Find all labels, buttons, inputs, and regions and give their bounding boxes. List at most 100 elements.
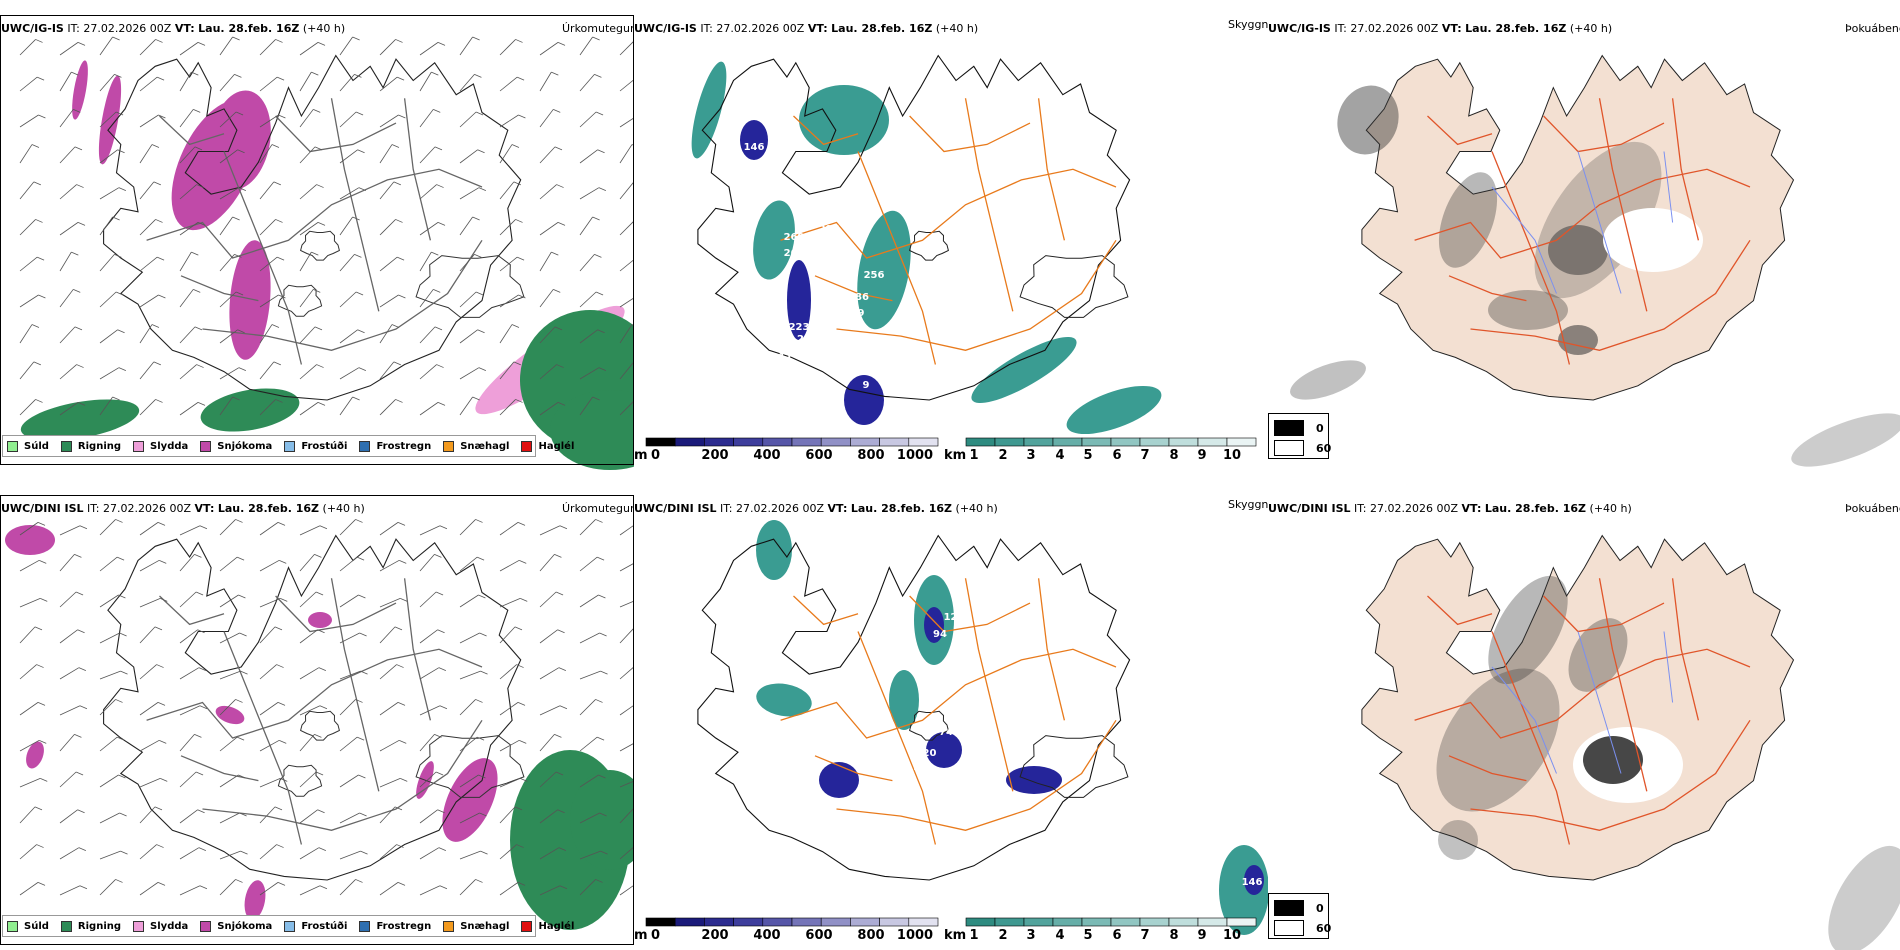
wind-barb bbox=[19, 844, 37, 860]
wind-barb bbox=[480, 850, 488, 855]
wind-barb bbox=[139, 114, 159, 128]
wind-barb bbox=[396, 664, 404, 668]
wind-barb bbox=[71, 251, 79, 256]
wind-barb bbox=[275, 39, 283, 43]
wind-barb bbox=[197, 629, 205, 634]
ceiling-colorbar-top: m 0 200 400 600 800 1000 bbox=[634, 436, 944, 466]
legend-item: Snæhagl bbox=[443, 920, 509, 932]
wind-barb bbox=[33, 181, 42, 186]
wind-barb bbox=[476, 736, 485, 741]
legend-item: Haglél bbox=[521, 440, 574, 452]
wind-barb bbox=[99, 36, 113, 56]
colorbar-tick: 1000 bbox=[896, 928, 934, 943]
colorbar-tick: 400 bbox=[753, 928, 781, 943]
field-patch bbox=[1006, 766, 1062, 794]
legend-label: Snjókoma bbox=[217, 440, 273, 452]
wind-barb bbox=[516, 844, 524, 848]
wind-barb bbox=[195, 771, 204, 776]
field-patch bbox=[753, 200, 795, 280]
glacier-outline bbox=[909, 230, 949, 261]
wind-barb bbox=[234, 74, 242, 78]
colorbar-bin bbox=[850, 917, 880, 927]
wind-barb bbox=[397, 882, 406, 886]
wind-barb bbox=[459, 149, 478, 164]
wind-barb bbox=[419, 402, 439, 416]
wind-barb bbox=[236, 556, 245, 561]
wind-barb bbox=[619, 600, 634, 608]
colorbar-unit: km bbox=[944, 448, 967, 463]
wind-barb bbox=[139, 806, 156, 824]
colorbar-tick: 1 bbox=[969, 928, 979, 943]
field-patch bbox=[1066, 385, 1162, 435]
wind-barb bbox=[393, 361, 402, 366]
wind-barb bbox=[235, 111, 244, 116]
legend-item: Haglél bbox=[521, 920, 574, 932]
ceiling-label: 94 bbox=[933, 629, 947, 640]
ceiling-label: 74 bbox=[939, 727, 953, 738]
wind-barb bbox=[314, 554, 322, 558]
colorbar-unit: m bbox=[634, 928, 648, 943]
wind-barb bbox=[59, 289, 74, 308]
wind-barb bbox=[419, 109, 434, 128]
wind-barb bbox=[120, 850, 128, 855]
colorbar-tick: 4 bbox=[1055, 448, 1065, 463]
wind-barb bbox=[59, 402, 79, 416]
wind-barb bbox=[499, 399, 516, 416]
wind-barb bbox=[358, 367, 367, 372]
wind-barb bbox=[99, 329, 118, 344]
wind-barb bbox=[379, 144, 393, 164]
wind-barb bbox=[139, 399, 156, 416]
wind-barb bbox=[539, 184, 557, 200]
wind-barb bbox=[553, 289, 561, 293]
colorbar-tick: 9 bbox=[1197, 448, 1207, 463]
fog-legend-swatch bbox=[1274, 440, 1304, 456]
wind-barb bbox=[600, 850, 608, 855]
wind-barb bbox=[394, 626, 403, 631]
colorbar-bin bbox=[762, 437, 793, 447]
legend-item: Frostregn bbox=[359, 440, 431, 452]
wind-barb bbox=[59, 364, 77, 380]
wind-barb bbox=[118, 774, 126, 779]
fog-patch bbox=[1290, 360, 1366, 400]
wind-barb bbox=[157, 882, 166, 886]
wind-barb bbox=[517, 702, 526, 706]
colorbar-tick: 1000 bbox=[896, 448, 934, 463]
wind-barb bbox=[357, 149, 365, 154]
wind-barb bbox=[557, 222, 566, 226]
wind-barb bbox=[317, 222, 326, 226]
colorbar-tick: 800 bbox=[857, 448, 885, 463]
wind-barb bbox=[579, 670, 601, 680]
legend-label: Slydda bbox=[150, 920, 189, 932]
wind-barb bbox=[259, 806, 276, 824]
legend-item: Slydda bbox=[133, 440, 188, 452]
wind-barb bbox=[619, 297, 634, 308]
wind-barb bbox=[397, 702, 406, 706]
fog-patch bbox=[1534, 141, 1662, 299]
wind-barb bbox=[196, 184, 204, 188]
wind-barb bbox=[479, 632, 487, 637]
legend-swatch bbox=[133, 920, 145, 932]
field-patch bbox=[740, 120, 768, 160]
fog-legend-row: 60 bbox=[1274, 920, 1331, 936]
wind-barb bbox=[499, 219, 516, 236]
wind-barb bbox=[19, 294, 39, 308]
wind-barb bbox=[459, 632, 480, 644]
wind-barb bbox=[79, 705, 88, 710]
wind-barb bbox=[139, 324, 153, 344]
wind-barb bbox=[379, 324, 393, 344]
wind-barb bbox=[476, 556, 485, 561]
wind-barb bbox=[114, 74, 122, 78]
wind-barb bbox=[475, 291, 484, 296]
fog-patch bbox=[1488, 575, 1568, 685]
ceiling-label: 146 bbox=[744, 142, 765, 153]
wind-barb bbox=[396, 76, 405, 81]
wind-barb bbox=[179, 667, 200, 680]
wind-barb bbox=[219, 879, 236, 896]
wind-barb bbox=[99, 670, 121, 680]
colorbar-tick: 6 bbox=[1112, 928, 1122, 943]
fog-panel-bottom: UWC/DINI ISL IT: 27.02.2026 00Z VT: Lau.… bbox=[1268, 480, 1900, 950]
wind-barb bbox=[596, 556, 605, 561]
wind-barb bbox=[419, 71, 432, 92]
wind-barb bbox=[598, 594, 606, 599]
ceiling-label: 256 bbox=[864, 270, 885, 281]
